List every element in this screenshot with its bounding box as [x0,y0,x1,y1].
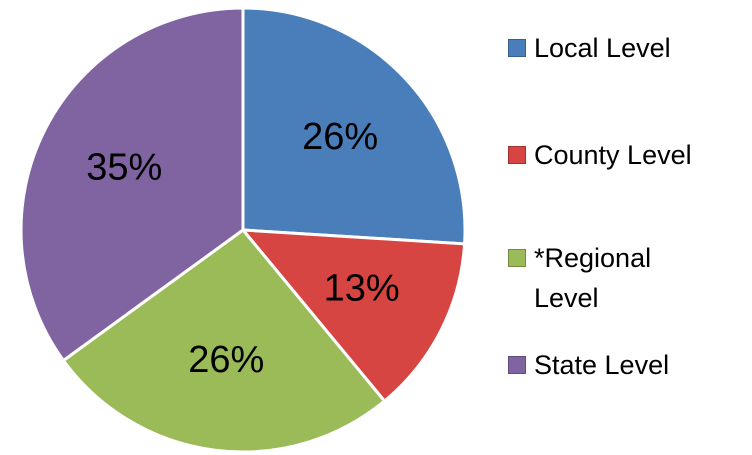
pie-slice [61,227,387,454]
slice-label: 26% [188,339,264,381]
slice-label: 35% [86,147,162,189]
legend: Local Level County Level *Regional Level St… [508,0,752,455]
pie-slice [19,6,245,363]
legend-label: *Regional Level [534,243,652,313]
legend-swatch [508,356,526,374]
legend-swatch [508,249,526,267]
legend-label: County Level [534,140,692,170]
legend-swatch [508,39,526,57]
slice-label: 13% [324,268,400,310]
slice-label: 26% [302,116,378,158]
pie-slice [241,6,467,246]
legend-item: Local Level [508,28,714,68]
legend-item: *Regional Level [508,238,714,318]
legend-label: State Level [534,350,670,380]
legend-swatch [508,146,526,164]
legend-label: Local Level [534,33,671,63]
legend-item: State Level [508,345,714,385]
pie-slice [239,228,467,404]
legend-item: County Level [508,135,714,175]
